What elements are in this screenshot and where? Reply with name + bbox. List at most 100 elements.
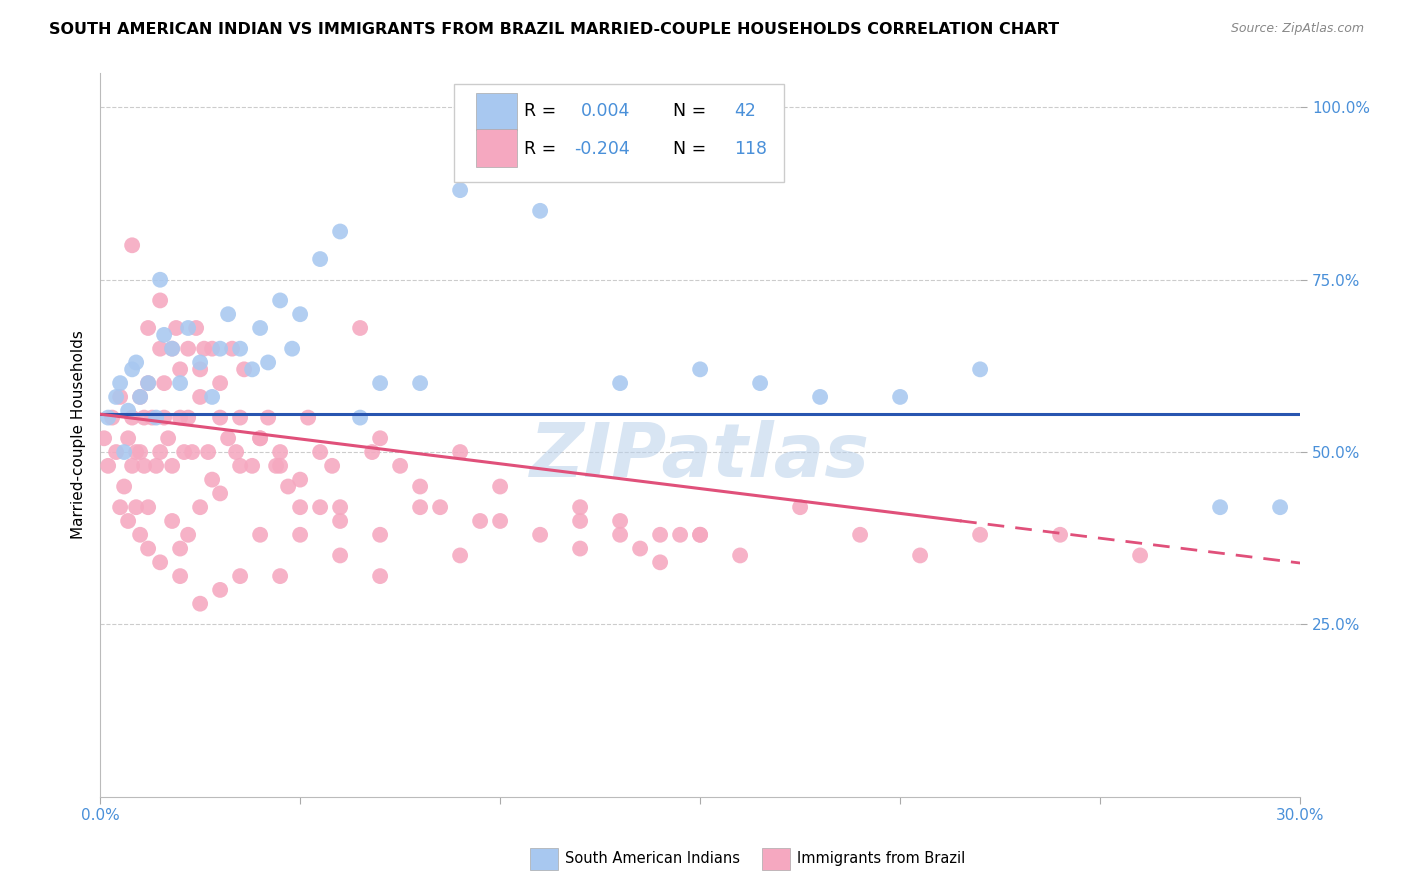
Text: N =: N = <box>662 140 711 158</box>
Point <box>221 342 243 356</box>
Point <box>257 355 280 369</box>
Point <box>209 376 232 391</box>
Point <box>429 500 451 515</box>
Point <box>409 500 432 515</box>
Point <box>229 569 252 583</box>
Point <box>689 528 711 542</box>
Point <box>201 390 224 404</box>
Point <box>329 225 352 239</box>
Point <box>117 514 139 528</box>
Point <box>136 321 159 335</box>
Point <box>129 528 152 542</box>
Point <box>309 500 332 515</box>
Text: 42: 42 <box>734 103 755 120</box>
Point <box>489 155 512 169</box>
Point <box>169 569 191 583</box>
Point <box>368 376 391 391</box>
Point <box>908 549 931 563</box>
Point <box>160 514 183 528</box>
Point <box>177 342 200 356</box>
FancyBboxPatch shape <box>454 84 785 182</box>
Point <box>689 528 711 542</box>
Point <box>136 500 159 515</box>
Point <box>173 445 195 459</box>
Point <box>669 528 692 542</box>
Point <box>849 528 872 542</box>
Text: South American Indians: South American Indians <box>565 851 740 865</box>
Point <box>368 431 391 445</box>
Point <box>249 528 271 542</box>
Point <box>145 410 167 425</box>
Point <box>177 410 200 425</box>
Point <box>249 321 271 335</box>
Point <box>177 528 200 542</box>
Point <box>529 203 551 218</box>
Point <box>153 410 176 425</box>
Point <box>269 458 291 473</box>
Y-axis label: Married-couple Households: Married-couple Households <box>72 330 86 540</box>
Text: 0.004: 0.004 <box>581 103 631 120</box>
Point <box>136 376 159 391</box>
Point <box>609 514 631 528</box>
Point <box>309 252 332 266</box>
Point <box>149 342 172 356</box>
Point <box>149 555 172 569</box>
Point <box>240 458 263 473</box>
Point <box>329 500 352 515</box>
Point <box>368 528 391 542</box>
Point <box>105 390 128 404</box>
Point <box>160 342 183 356</box>
Point <box>789 500 811 515</box>
Point <box>349 410 371 425</box>
Point <box>181 445 204 459</box>
Point <box>217 307 239 321</box>
Point <box>1129 549 1152 563</box>
Point <box>240 362 263 376</box>
Point <box>233 362 256 376</box>
Point <box>309 445 332 459</box>
Point <box>529 528 551 542</box>
Point <box>197 445 219 459</box>
Point <box>201 473 224 487</box>
Point <box>329 549 352 563</box>
Point <box>160 458 183 473</box>
Point <box>153 376 176 391</box>
Point <box>112 479 135 493</box>
Point <box>129 390 152 404</box>
Point <box>117 431 139 445</box>
Point <box>321 458 343 473</box>
Point <box>969 362 991 376</box>
Point <box>169 376 191 391</box>
Point <box>569 500 592 515</box>
Point <box>288 528 311 542</box>
Point <box>108 390 131 404</box>
Point <box>269 569 291 583</box>
Point <box>249 431 271 445</box>
Point <box>728 549 751 563</box>
Point <box>808 390 831 404</box>
Point <box>229 410 252 425</box>
Point <box>969 528 991 542</box>
Point <box>277 479 299 493</box>
Point <box>112 445 135 459</box>
Point <box>650 555 672 569</box>
Point <box>149 273 172 287</box>
Point <box>368 569 391 583</box>
Point <box>188 390 211 404</box>
Point <box>889 390 911 404</box>
Point <box>134 458 156 473</box>
Point <box>157 431 180 445</box>
Point <box>136 541 159 556</box>
Point <box>225 445 247 459</box>
Text: Source: ZipAtlas.com: Source: ZipAtlas.com <box>1230 22 1364 36</box>
Point <box>209 410 232 425</box>
Point <box>217 431 239 445</box>
Point <box>229 342 252 356</box>
Point <box>93 431 115 445</box>
Text: N =: N = <box>662 103 711 120</box>
FancyBboxPatch shape <box>475 129 516 167</box>
Point <box>188 597 211 611</box>
Point <box>209 582 232 597</box>
Point <box>184 321 207 335</box>
Point <box>349 321 371 335</box>
